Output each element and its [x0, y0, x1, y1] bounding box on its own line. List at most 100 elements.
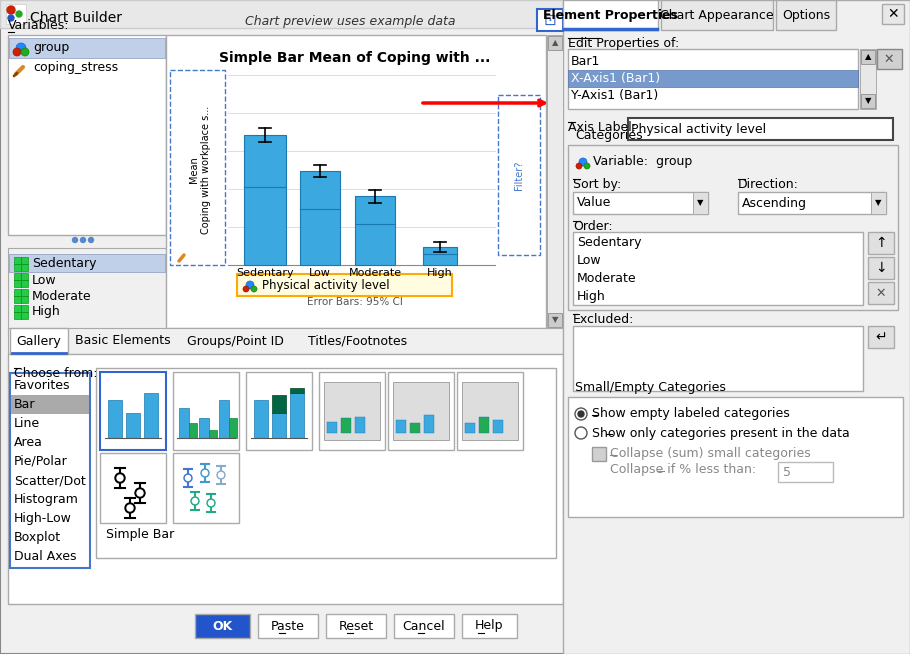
Bar	[548, 36, 562, 50]
Text: ▼: ▼	[864, 97, 871, 105]
Circle shape	[193, 498, 197, 504]
Bar	[10, 328, 68, 354]
Text: Sedentary: Sedentary	[237, 268, 294, 278]
Text: Paste: Paste	[271, 619, 305, 632]
Text: Direction:: Direction:	[738, 178, 799, 191]
Bar	[219, 400, 229, 438]
Text: Options: Options	[782, 9, 830, 22]
Bar	[14, 257, 28, 271]
Bar	[355, 196, 395, 265]
Text: High-Low: High-Low	[14, 512, 72, 525]
Bar	[14, 273, 28, 287]
Circle shape	[584, 163, 590, 169]
Circle shape	[115, 473, 125, 483]
Bar	[860, 49, 876, 109]
Bar	[479, 417, 489, 433]
Bar	[396, 420, 406, 433]
Text: High: High	[32, 305, 61, 318]
Text: Variable:  group: Variable: group	[593, 156, 693, 169]
Bar	[462, 614, 517, 638]
Text: Mean
Coping with workplace s...: Mean Coping with workplace s...	[189, 106, 211, 234]
Text: High: High	[427, 268, 453, 278]
Text: Value: Value	[577, 196, 612, 209]
Bar	[8, 328, 563, 354]
Text: Gallery: Gallery	[16, 334, 61, 347]
Text: Sedentary: Sedentary	[577, 236, 642, 249]
Text: Area: Area	[14, 436, 43, 449]
Bar	[272, 413, 286, 438]
Circle shape	[73, 237, 77, 243]
Text: High: High	[577, 290, 606, 303]
Text: Moderate: Moderate	[32, 290, 92, 303]
Text: Moderate: Moderate	[577, 272, 637, 285]
Bar	[246, 372, 312, 450]
Text: Axis Label:: Axis Label:	[568, 121, 636, 134]
Bar	[424, 415, 434, 433]
Bar	[462, 382, 518, 440]
Text: Show only categories present in the data: Show only categories present in the data	[592, 426, 850, 439]
Bar	[693, 192, 708, 214]
Bar	[96, 368, 556, 558]
Bar	[144, 393, 158, 438]
Text: ▼: ▼	[551, 315, 558, 324]
Bar	[393, 382, 449, 440]
Text: Low: Low	[309, 268, 331, 278]
Text: Groups/Point ID: Groups/Point ID	[187, 334, 284, 347]
Bar	[199, 418, 209, 438]
Circle shape	[217, 471, 225, 479]
Bar	[568, 145, 898, 310]
Circle shape	[127, 505, 133, 511]
Bar	[547, 35, 563, 328]
Circle shape	[201, 469, 209, 477]
Bar	[861, 50, 875, 64]
Text: ↓: ↓	[875, 261, 887, 275]
Bar	[173, 453, 239, 523]
Bar	[8, 354, 563, 604]
Text: Small/Empty Categories: Small/Empty Categories	[575, 381, 726, 394]
Bar	[776, 0, 836, 30]
Bar	[871, 192, 886, 214]
Circle shape	[184, 474, 192, 482]
Bar	[423, 247, 457, 265]
Bar	[272, 395, 286, 413]
Text: ▲: ▲	[864, 52, 871, 61]
Bar	[537, 9, 563, 31]
Bar	[568, 70, 858, 87]
Text: Dual Axes: Dual Axes	[14, 550, 76, 563]
Text: Simple Bar Mean of Coping with ...: Simple Bar Mean of Coping with ...	[219, 51, 490, 65]
Bar	[8, 248, 166, 334]
Text: Y-Axis1 (Bar1): Y-Axis1 (Bar1)	[571, 89, 658, 102]
Bar	[11, 395, 89, 414]
Circle shape	[576, 163, 582, 169]
Circle shape	[16, 43, 26, 53]
Circle shape	[218, 472, 224, 477]
Bar	[882, 4, 904, 24]
Circle shape	[21, 48, 29, 56]
Text: OK: OK	[212, 619, 233, 632]
Text: coping_stress: coping_stress	[33, 61, 118, 75]
Bar	[327, 422, 337, 433]
Circle shape	[125, 503, 135, 513]
Text: ↵: ↵	[875, 330, 887, 344]
Bar	[14, 305, 28, 319]
Bar	[563, 0, 658, 30]
Text: Reset: Reset	[339, 619, 374, 632]
Bar	[355, 417, 365, 433]
Text: Sedentary: Sedentary	[32, 258, 96, 271]
Circle shape	[579, 158, 587, 166]
Circle shape	[137, 490, 143, 496]
Bar	[548, 313, 562, 327]
Circle shape	[575, 408, 587, 420]
Text: Help: Help	[475, 619, 504, 632]
Bar	[195, 614, 250, 638]
Circle shape	[186, 475, 190, 481]
Bar	[592, 447, 606, 461]
Text: ↑: ↑	[875, 236, 887, 250]
Text: ✕: ✕	[875, 286, 886, 300]
Circle shape	[88, 237, 94, 243]
Text: ⊡: ⊡	[543, 12, 556, 27]
Bar	[341, 418, 351, 433]
Bar	[126, 413, 140, 438]
Bar	[498, 95, 540, 255]
Text: ▲: ▲	[551, 39, 558, 48]
